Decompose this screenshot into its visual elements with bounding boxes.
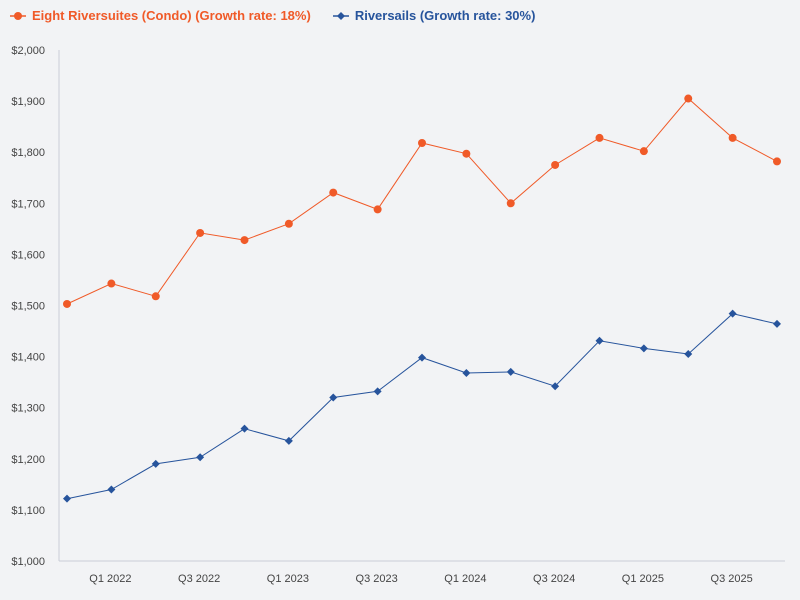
data-point-0-5[interactable] [284,219,293,228]
data-point-1-16[interactable] [773,319,781,328]
y-tick-label: $1,300 [11,403,45,415]
data-point-1-14[interactable] [684,350,693,359]
data-point-1-12[interactable] [595,336,604,345]
series-line-0 [66,97,778,305]
legend-circle-marker-icon [10,11,26,20]
y-tick-label: $2,000 [11,45,45,57]
data-point-0-15[interactable] [728,133,737,142]
data-point-0-3[interactable] [196,228,205,237]
x-tick-label: Q3 2025 [711,573,753,585]
x-tick-label: Q1 2025 [622,573,664,585]
data-point-1-8[interactable] [418,353,426,362]
data-point-1-6[interactable] [329,393,338,402]
data-point-1-11[interactable] [551,382,560,391]
data-point-1-13[interactable] [639,344,648,353]
x-tick-label: Q3 2023 [356,573,398,585]
data-point-1-9[interactable] [462,368,471,377]
legend-label-riversails: Riversails (Growth rate: 30%) [354,8,536,23]
y-tick-label: $1,100 [11,505,45,517]
data-point-1-5[interactable] [284,436,293,445]
data-point-1-1[interactable] [107,485,116,494]
data-point-0-14[interactable] [684,94,693,103]
data-point-0-1[interactable] [107,279,116,288]
data-point-1-2[interactable] [151,459,160,468]
data-point-1-0[interactable] [63,494,71,503]
data-point-0-0[interactable] [63,299,71,308]
y-tick-label: $1,900 [11,96,45,108]
data-point-0-4[interactable] [240,236,249,245]
data-point-1-15[interactable] [728,309,737,318]
y-tick-label: $1,200 [11,454,45,466]
data-point-0-2[interactable] [151,292,160,301]
y-tick-label: $1,800 [11,147,45,159]
data-point-1-7[interactable] [373,387,382,396]
data-point-1-3[interactable] [196,453,205,462]
y-tick-label: $1,700 [11,198,45,210]
data-point-0-9[interactable] [462,149,471,158]
x-tick-label: Q3 2024 [533,573,575,585]
data-point-1-4[interactable] [240,424,249,433]
y-tick-label: $1,600 [11,249,45,261]
series-line-1 [66,313,778,500]
x-tick-label: Q3 2022 [178,573,220,585]
x-tick-label: Q1 2023 [267,573,309,585]
data-point-0-11[interactable] [551,160,560,169]
data-point-0-6[interactable] [329,188,338,197]
data-point-0-12[interactable] [595,133,604,142]
data-point-0-7[interactable] [373,205,382,214]
data-point-0-16[interactable] [773,157,781,166]
x-tick-label: Q1 2024 [444,573,486,585]
x-tick-label: Q1 2022 [89,573,131,585]
y-tick-label: $1,000 [11,556,45,568]
y-tick-label: $1,400 [11,352,45,364]
data-point-0-10[interactable] [506,199,515,208]
legend: Eight Riversuites (Condo) (Growth rate: … [10,8,535,23]
legend-item-eight-riversuites[interactable]: Eight Riversuites (Condo) (Growth rate: … [10,8,311,23]
data-point-0-13[interactable] [639,147,648,156]
data-point-0-8[interactable] [418,139,426,148]
legend-item-riversails[interactable]: Riversails (Growth rate: 30%) [332,8,536,23]
data-point-1-10[interactable] [506,367,515,376]
legend-diamond-marker-icon [332,11,349,20]
legend-label-eight-riversuites: Eight Riversuites (Condo) (Growth rate: … [32,8,311,23]
y-tick-label: $1,500 [11,301,45,313]
